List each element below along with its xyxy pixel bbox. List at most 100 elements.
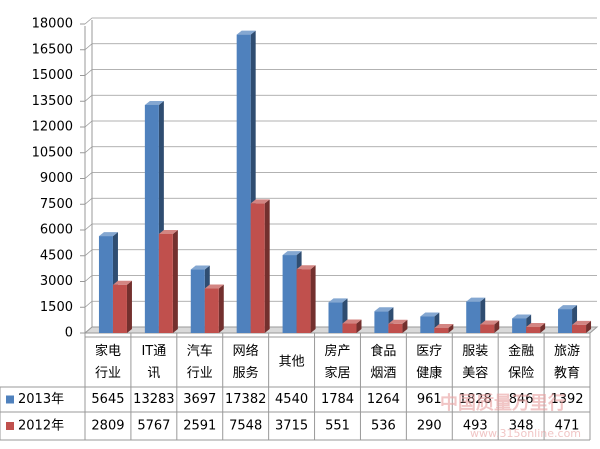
grid-line bbox=[84, 120, 597, 128]
bar-top bbox=[512, 314, 532, 319]
bar-top bbox=[466, 297, 486, 302]
bar bbox=[572, 320, 592, 333]
bar-front bbox=[466, 301, 481, 333]
data-table-cell: 1264 bbox=[367, 392, 400, 407]
bar-side bbox=[540, 323, 546, 333]
watermark-url: www.315online.com bbox=[470, 427, 581, 440]
bar-front bbox=[204, 288, 219, 333]
bar-top bbox=[388, 319, 408, 324]
data-table-cell: 290 bbox=[417, 419, 442, 434]
bar-top bbox=[572, 320, 592, 325]
grid-line bbox=[84, 43, 597, 51]
data-table-cell: 2809 bbox=[91, 419, 124, 434]
bar bbox=[98, 232, 118, 333]
data-table-cell: 536 bbox=[371, 419, 396, 434]
bar-front bbox=[512, 318, 527, 333]
x-tick-label: 房产家居 bbox=[324, 343, 350, 381]
y-tick-label: 3000 bbox=[40, 274, 73, 289]
grid-line bbox=[84, 197, 597, 205]
y-tick-label: 0 bbox=[65, 326, 73, 341]
bar-side bbox=[126, 280, 132, 333]
bar-side bbox=[264, 199, 270, 333]
bar bbox=[250, 199, 270, 333]
bar-front bbox=[388, 323, 403, 333]
grid-line bbox=[84, 249, 597, 257]
bar-front bbox=[98, 236, 113, 333]
grid-line bbox=[84, 146, 597, 154]
bar-front bbox=[250, 203, 265, 333]
bar bbox=[526, 323, 546, 333]
bar-front bbox=[190, 269, 205, 333]
bar-side bbox=[172, 229, 178, 333]
bar-top bbox=[374, 307, 394, 312]
bar bbox=[204, 284, 224, 333]
data-table-cell: 7548 bbox=[229, 419, 262, 434]
y-tick-label: 15000 bbox=[32, 68, 73, 83]
bar-front bbox=[558, 309, 573, 333]
x-tick-label: 家电行业 bbox=[95, 343, 121, 381]
bar bbox=[158, 229, 178, 333]
bar-front bbox=[420, 316, 435, 333]
bar-top bbox=[144, 100, 164, 105]
grid-line bbox=[84, 94, 597, 102]
data-table-cell: 3715 bbox=[275, 419, 308, 434]
bar-front bbox=[526, 327, 541, 333]
legend-swatch bbox=[6, 395, 14, 404]
bar bbox=[388, 319, 408, 333]
data-table-cell: 493 bbox=[463, 419, 488, 434]
bar-side bbox=[586, 320, 592, 333]
x-tick-label: 其他 bbox=[279, 355, 305, 370]
bar-side bbox=[218, 284, 224, 333]
grid-line bbox=[84, 69, 597, 76]
data-table-cell: 1784 bbox=[321, 392, 354, 407]
bar-front bbox=[374, 311, 389, 333]
x-tick-label: 食品烟酒 bbox=[370, 343, 396, 381]
grid-line bbox=[84, 172, 597, 179]
bar-front bbox=[434, 328, 449, 333]
grid-line bbox=[84, 275, 597, 282]
y-tick-label: 10500 bbox=[32, 145, 73, 160]
bar-front bbox=[296, 269, 311, 333]
data-table-cell: 1392 bbox=[550, 392, 583, 407]
bar-side bbox=[448, 324, 454, 333]
data-table-cell: 348 bbox=[509, 419, 534, 434]
y-tick-label: 4500 bbox=[40, 248, 73, 263]
data-table-cell: 17382 bbox=[225, 392, 266, 407]
x-tick-label: 医疗健康 bbox=[416, 344, 442, 381]
x-tick-label: 金融保险 bbox=[508, 343, 534, 381]
bar-top bbox=[420, 312, 440, 317]
watermark: 中国质量万里行 bbox=[440, 392, 566, 414]
bar-top bbox=[112, 280, 132, 285]
bar-front bbox=[236, 34, 251, 333]
bar-front bbox=[112, 284, 127, 333]
x-tick-label: IT通讯 bbox=[141, 344, 166, 381]
legend-label: 2012年 bbox=[18, 419, 64, 434]
grid-line bbox=[84, 17, 597, 25]
bar-top bbox=[282, 251, 302, 256]
bar-top bbox=[98, 232, 118, 237]
bar-front bbox=[328, 302, 343, 333]
bar-top bbox=[526, 323, 546, 328]
data-table-cell: 3697 bbox=[183, 392, 216, 407]
bar bbox=[342, 319, 362, 333]
bar bbox=[296, 265, 316, 333]
bar bbox=[434, 324, 454, 333]
y-tick-label: 9000 bbox=[40, 171, 73, 186]
data-table-cell: 1828 bbox=[459, 392, 492, 407]
data-table-cell: 551 bbox=[325, 419, 350, 434]
bar-front bbox=[144, 104, 159, 334]
y-tick-label: 18000 bbox=[32, 17, 73, 32]
data-table-cell: 5767 bbox=[137, 419, 170, 434]
bar bbox=[112, 280, 132, 333]
x-tick-label: 服装美容 bbox=[462, 344, 488, 381]
bar-front bbox=[158, 233, 173, 333]
bar-top bbox=[250, 199, 270, 204]
data-table-cell: 5645 bbox=[91, 392, 124, 407]
legend-swatch bbox=[6, 422, 14, 430]
bar-side bbox=[356, 319, 362, 333]
y-tick-label: 1500 bbox=[40, 300, 73, 315]
bar-front bbox=[282, 255, 297, 333]
bar-top bbox=[328, 298, 348, 303]
bar-top bbox=[190, 265, 210, 270]
